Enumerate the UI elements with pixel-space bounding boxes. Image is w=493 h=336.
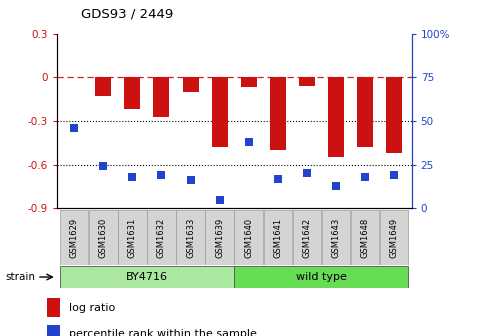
Bar [264, 210, 292, 265]
Text: GSM1641: GSM1641 [273, 218, 282, 258]
Point [303, 171, 311, 176]
Point [157, 172, 165, 178]
Bar [60, 210, 88, 265]
Bar [60, 266, 234, 288]
Bar [211, 77, 228, 147]
Bar [270, 77, 286, 150]
Text: BY4716: BY4716 [126, 272, 168, 282]
Text: GSM1630: GSM1630 [99, 218, 108, 258]
Point [245, 139, 253, 144]
Bar [47, 298, 60, 317]
Text: GSM1639: GSM1639 [215, 218, 224, 258]
Bar [235, 266, 409, 288]
Point [332, 183, 340, 188]
Bar [182, 77, 199, 92]
Point [128, 174, 136, 179]
Text: GSM1640: GSM1640 [244, 218, 253, 258]
Bar [357, 77, 373, 147]
Text: percentile rank within the sample: percentile rank within the sample [69, 329, 257, 336]
Point [70, 125, 78, 131]
Bar [47, 325, 60, 336]
Bar [351, 210, 379, 265]
Point [274, 176, 282, 181]
Point [215, 197, 223, 202]
Bar [206, 210, 234, 265]
Text: GSM1643: GSM1643 [331, 218, 341, 258]
Text: GSM1632: GSM1632 [157, 218, 166, 258]
Bar [153, 77, 170, 117]
Text: GSM1648: GSM1648 [360, 218, 370, 258]
Text: GSM1629: GSM1629 [70, 218, 79, 258]
Bar [235, 210, 263, 265]
Point [186, 178, 194, 183]
Text: GSM1642: GSM1642 [302, 218, 312, 258]
Bar [386, 77, 402, 153]
Bar [147, 210, 176, 265]
Text: GSM1633: GSM1633 [186, 217, 195, 258]
Point [99, 164, 107, 169]
Text: GSM1631: GSM1631 [128, 218, 137, 258]
Bar [89, 210, 117, 265]
Bar [293, 210, 321, 265]
Text: wild type: wild type [296, 272, 347, 282]
Text: log ratio: log ratio [69, 302, 115, 312]
Text: GDS93 / 2449: GDS93 / 2449 [81, 7, 174, 20]
Bar [176, 210, 205, 265]
Bar [299, 77, 315, 86]
Bar [95, 77, 111, 96]
Bar [322, 210, 350, 265]
Text: GSM1649: GSM1649 [389, 218, 399, 258]
Text: strain: strain [5, 272, 35, 282]
Point [361, 174, 369, 179]
Bar [241, 77, 257, 87]
Bar [124, 77, 141, 109]
Bar [118, 210, 146, 265]
Bar [328, 77, 344, 157]
Point [390, 172, 398, 178]
Bar [380, 210, 409, 265]
